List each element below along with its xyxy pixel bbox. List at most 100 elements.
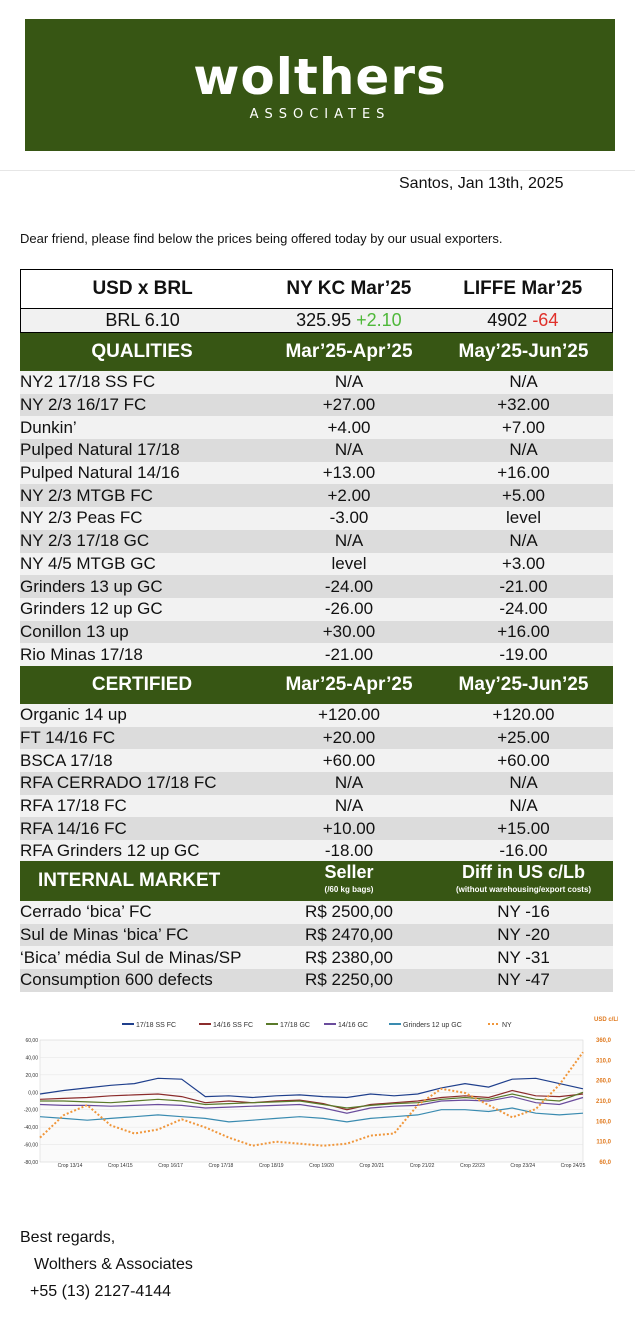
- quality-name: NY 2/3 MTGB FC: [20, 485, 153, 505]
- certified-row: BSCA 17/18 +60.00 +60.00: [20, 749, 613, 773]
- certified-name: FT 14/16 FC: [20, 728, 116, 748]
- quality-name: Pulped Natural 14/16: [20, 463, 180, 483]
- quality-value-2: -19.00: [499, 644, 548, 664]
- legend-label: 14/16 GC: [338, 1022, 368, 1029]
- certified-row: Organic 14 up +120.00 +120.00: [20, 704, 613, 727]
- quality-value-1: level: [331, 553, 367, 573]
- quality-row: Dunkin’ +4.00 +7.00: [20, 416, 613, 440]
- crop-label: Crop 20/21: [359, 1163, 384, 1169]
- y-right-tick: 260,0: [596, 1079, 612, 1085]
- qualities-table: QUALITIES Mar’25-Apr’25 May’25-Jun’25 NY…: [20, 333, 613, 666]
- quality-name: NY2 17/18 SS FC: [20, 372, 156, 392]
- certified-value-1: +20.00: [322, 728, 376, 748]
- y-left-tick: 0,00: [28, 1090, 38, 1096]
- y-right-tick: 210,0: [596, 1099, 612, 1105]
- quality-name: Grinders 12 up GC: [20, 599, 163, 619]
- letter-date: Santos, Jan 13th, 2025: [399, 175, 564, 192]
- quality-value-2: N/A: [509, 531, 538, 551]
- certified-value-2: -16.00: [499, 841, 548, 861]
- y-right-tick: 310,0: [596, 1058, 612, 1064]
- certified-value-1: -18.00: [324, 841, 374, 861]
- brand-logo: wolthers: [193, 48, 447, 106]
- internal-row: Sul de Minas ‘bica’ FC R$ 2470,00 NY -20: [20, 923, 613, 947]
- diff-note: (without warehousing/export costs): [455, 885, 592, 894]
- qualities-col3: May’25-Jun’25: [458, 341, 589, 362]
- quality-name: Pulped Natural 17/18: [20, 440, 180, 460]
- ny-value: 325.95 +2.10: [264, 310, 433, 331]
- certified-value-2: +25.00: [497, 728, 550, 748]
- y-left-tick: 60,00: [25, 1038, 38, 1044]
- certified-title: CERTIFIED: [91, 674, 193, 695]
- internal-header: INTERNAL MARKET Seller (/60 kg bags) Dif…: [20, 861, 613, 901]
- internal-row: ‘Bica’ média Sul de Minas/SP R$ 2380,00 NY…: [20, 946, 613, 970]
- legend-label: 17/18 SS FC: [136, 1022, 176, 1029]
- certified-value-2: +60.00: [497, 750, 550, 770]
- quality-row: Pulped Natural 17/18 N/A N/A: [20, 439, 613, 462]
- diff-label: Diff in US c/Lb: [462, 862, 585, 882]
- certified-row: RFA Grinders 12 up GC -18.00 -16.00: [20, 840, 613, 863]
- certified-value-2: N/A: [509, 796, 538, 816]
- internal-name: Consumption 600 defects: [20, 970, 213, 990]
- quality-name: NY 2/3 17/18 GC: [20, 531, 150, 551]
- quality-row: NY 2/3 17/18 GC N/A N/A: [20, 529, 613, 553]
- liffe-change: -64: [532, 310, 559, 330]
- y-right-tick: 110,0: [596, 1140, 611, 1146]
- internal-value-1: R$ 2500,00: [305, 902, 393, 922]
- price-history-chart: 17/18 SS FC 14/16 SS FC 17/18 GC 14/16 GC Gr…: [24, 1017, 618, 1169]
- quality-value-2: level: [506, 508, 541, 528]
- markets-header: USD x BRL NY KC Mar’25 LIFFE Mar’25: [20, 269, 613, 309]
- quality-row: Conillon 13 up +30.00 +16.00: [20, 620, 613, 644]
- y-left-tick: -80,00: [24, 1160, 38, 1166]
- quality-value-2: -24.00: [499, 599, 548, 619]
- greeting: Best regards,: [20, 1229, 116, 1246]
- certified-name: Organic 14 up: [20, 705, 127, 725]
- quality-value-1: -21.00: [324, 644, 374, 664]
- intro-text: Dear friend, please find below the price…: [20, 231, 503, 246]
- series-line-0: [39, 1077, 584, 1099]
- crop-label: Crop 17/18: [209, 1163, 234, 1169]
- internal-value-2: NY -16: [497, 902, 550, 922]
- certified-body: Organic 14 up +120.00 +120.00 FT 14/16 FC +2…: [20, 704, 613, 863]
- y-right-tick: 360,0: [596, 1038, 612, 1044]
- certified-row: RFA CERRADO 17/18 FC N/A N/A: [20, 772, 613, 795]
- series-line-3: [39, 1095, 584, 1114]
- quality-row: NY 2/3 Peas FC -3.00 level: [20, 507, 613, 530]
- qualities-body: NY2 17/18 SS FC N/A N/A NY 2/3 16/17 FC +27.…: [20, 371, 613, 666]
- certified-value-1: N/A: [334, 773, 364, 793]
- certified-name: RFA CERRADO 17/18 FC: [20, 773, 217, 793]
- certified-name: RFA 14/16 FC: [20, 818, 127, 838]
- y-right-tick: 60,0: [599, 1160, 611, 1166]
- crop-label: Crop 16/17: [158, 1163, 183, 1169]
- quality-value-2: -21.00: [499, 576, 548, 596]
- legend-label: 14/16 SS FC: [213, 1022, 253, 1029]
- y-left-tick: 40,00: [25, 1055, 38, 1061]
- internal-value-2: NY -20: [497, 925, 550, 945]
- seller-unit: (/60 kg bags): [324, 885, 374, 894]
- certified-header: CERTIFIED Mar’25-Apr’25 May’25-Jun’25: [20, 666, 613, 704]
- header-banner: wolthers ASSOCIATES: [25, 19, 615, 151]
- certified-value-2: N/A: [509, 773, 538, 793]
- certified-value-1: +60.00: [322, 750, 376, 770]
- phone-number: +55 (13) 2127-4144: [30, 1283, 171, 1300]
- y-left-tick: -60,00: [24, 1143, 38, 1149]
- quality-row: NY 2/3 MTGB FC +2.00 +5.00: [20, 484, 613, 508]
- certified-value-1: N/A: [334, 796, 364, 816]
- markets-values: BRL 6.10 325.95 +2.10 4902 -64: [20, 309, 613, 333]
- quality-name: NY 4/5 MTGB GC: [20, 553, 156, 573]
- y-left-tick: 20,00: [25, 1073, 38, 1079]
- crop-label: Crop 13/14: [58, 1163, 83, 1169]
- crop-label: Crop 21/22: [410, 1163, 435, 1169]
- quality-row: Rio Minas 17/18 -21.00 -19.00: [20, 643, 613, 666]
- legend-label: Grinders 12 up GC: [403, 1022, 462, 1029]
- quality-row: Grinders 13 up GC -24.00 -21.00: [20, 575, 613, 598]
- quality-value-1: -26.00: [324, 599, 374, 619]
- certified-value-2: +120.00: [492, 705, 555, 725]
- usd-brl-header: USD x BRL: [92, 278, 193, 299]
- crop-label: Crop 14/15: [108, 1163, 133, 1169]
- series-line-4: [39, 1107, 584, 1123]
- internal-name: ‘Bica’ média Sul de Minas/SP: [20, 947, 242, 967]
- quality-value-1: N/A: [334, 372, 364, 392]
- quality-row: NY 4/5 MTGB GC level +3.00: [20, 552, 613, 576]
- quality-row: NY 2/3 16/17 FC +27.00 +32.00: [20, 393, 613, 417]
- quality-value-2: +16.00: [497, 463, 550, 483]
